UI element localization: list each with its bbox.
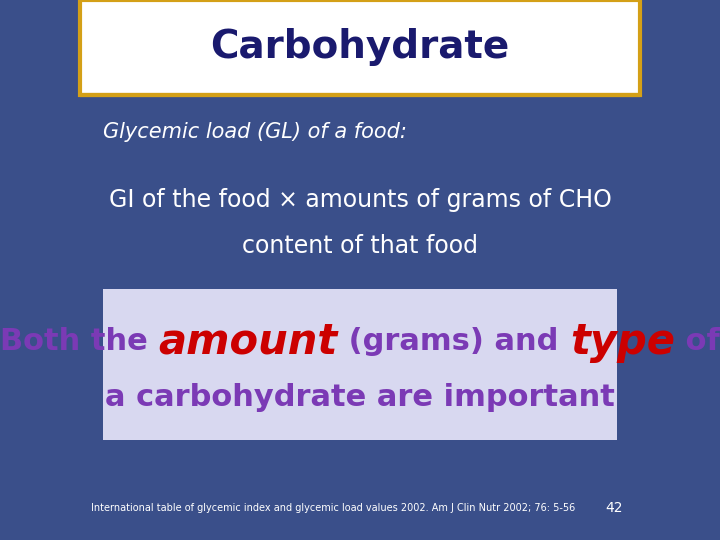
Text: content of that food: content of that food (242, 234, 478, 258)
Text: GI of the food × amounts of grams of CHO: GI of the food × amounts of grams of CHO (109, 188, 611, 212)
Text: Carbohydrate: Carbohydrate (210, 28, 510, 66)
Text: Glycemic load (GL) of a food:: Glycemic load (GL) of a food: (102, 122, 407, 143)
Text: 42: 42 (606, 501, 623, 515)
Text: Both the: Both the (0, 327, 158, 356)
FancyBboxPatch shape (102, 289, 618, 440)
Text: a carbohydrate are important: a carbohydrate are important (105, 383, 615, 412)
Text: type: type (570, 321, 675, 363)
Text: (grams) and: (grams) and (338, 327, 570, 356)
Text: of: of (675, 327, 720, 356)
FancyBboxPatch shape (80, 0, 640, 94)
Text: amount: amount (158, 321, 338, 363)
Text: International table of glycemic index and glycemic load values 2002. Am J Clin N: International table of glycemic index an… (91, 503, 575, 512)
